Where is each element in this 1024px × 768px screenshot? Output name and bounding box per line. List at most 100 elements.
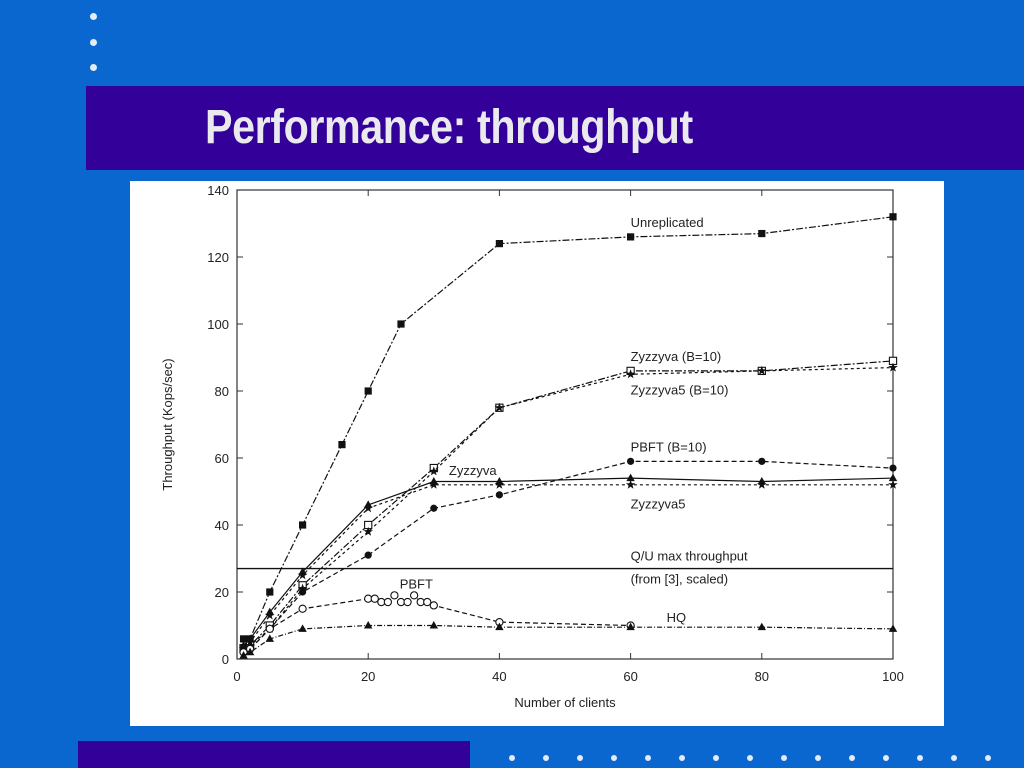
bullet-dot xyxy=(90,39,97,46)
series-line-unreplicated xyxy=(243,216,894,640)
series-line-zyzzyva xyxy=(243,477,894,647)
series-line-zyzzyva5 xyxy=(243,484,893,647)
bullet-dot xyxy=(713,755,719,761)
y-tick-label: 0 xyxy=(222,652,229,667)
plot-frame xyxy=(236,189,894,660)
data-point-pbft xyxy=(298,604,307,613)
bullet-dot xyxy=(90,64,97,71)
data-point-unreplicated xyxy=(266,588,274,596)
data-point-zyzzyva5 xyxy=(238,640,249,650)
data-point-zyzzyva5 xyxy=(625,479,636,489)
bullet-dot xyxy=(951,755,957,761)
data-point-hq xyxy=(239,651,248,659)
data-point-pbft-b-10 xyxy=(889,464,897,472)
bullet-dot xyxy=(577,755,583,761)
data-point-hq xyxy=(265,634,274,642)
data-point-unreplicated xyxy=(239,635,248,643)
data-point-zyzzyva5 xyxy=(888,479,898,489)
series-label-pbft: PBFT xyxy=(400,577,433,592)
series-line-zyzzyva-b-10 xyxy=(243,360,894,650)
data-point-pbft xyxy=(409,591,419,600)
bullet-dot xyxy=(815,755,821,761)
y-tick-label: 80 xyxy=(215,384,229,399)
data-point-pbft-b-10 xyxy=(758,457,766,465)
data-point-zyzzyva5-b-10 xyxy=(625,369,636,379)
data-point-pbft xyxy=(383,597,393,607)
series-label-pbft-b-10: PBFT (B=10) xyxy=(631,439,707,454)
x-tick-label: 40 xyxy=(492,669,506,684)
series-label-zyzzyva5-b-10: Zyzzyva5 (B=10) xyxy=(631,382,729,397)
data-point-unreplicated xyxy=(758,229,766,238)
data-point-unreplicated xyxy=(338,441,346,449)
footer-band xyxy=(78,741,470,768)
y-tick-label: 140 xyxy=(207,183,229,198)
data-point-pbft xyxy=(403,597,412,607)
bullet-dot xyxy=(849,755,855,761)
x-tick-label: 60 xyxy=(623,669,637,684)
data-point-hq xyxy=(298,624,307,632)
series-label-zyzzyva-b-10: Zyzzyva (B=10) xyxy=(631,349,722,364)
series-line-zyzzyva5-b-10 xyxy=(243,367,894,650)
x-axis-label: Number of clients xyxy=(514,695,616,710)
reference-line-label: (from [3], scaled) xyxy=(631,572,729,587)
bullet-dot xyxy=(781,755,787,761)
data-point-unreplicated xyxy=(495,240,503,248)
data-point-zyzzyva5-b-10 xyxy=(297,583,308,593)
y-tick-label: 100 xyxy=(207,317,229,332)
x-tick-label: 0 xyxy=(233,669,240,684)
y-tick-label: 20 xyxy=(215,585,229,600)
data-point-unreplicated xyxy=(364,387,372,395)
data-point-zyzzyva5-b-10 xyxy=(429,466,439,476)
series-label-unreplicated: Unreplicated xyxy=(631,215,704,230)
bullet-dot xyxy=(985,755,991,761)
data-point-pbft xyxy=(423,597,432,607)
data-point-unreplicated xyxy=(627,233,635,241)
data-point-pbft xyxy=(390,591,399,600)
throughput-chart: 0 20 40 60 80 100 0 20 40 60 80 100 120 140 Number of … xyxy=(160,183,904,710)
bullet-dot xyxy=(883,755,889,761)
bullet-dot xyxy=(645,755,651,761)
bullet-dot xyxy=(747,755,753,761)
series-line-pbft-b-10 xyxy=(243,460,894,653)
data-point-hq xyxy=(626,622,635,631)
series-label-zyzzyva: Zyzzyva xyxy=(449,463,497,478)
bullet-dot xyxy=(679,755,685,761)
data-point-hq xyxy=(429,621,438,629)
data-point-zyzzyva5 xyxy=(265,610,275,620)
data-point-pbft-b-10 xyxy=(495,491,503,499)
data-point-zyzzyva5-b-10 xyxy=(494,402,505,412)
data-point-zyzzyva5 xyxy=(494,479,505,489)
data-point-zyzzyva5-b-10 xyxy=(363,526,373,536)
slide-title: Performance: throughput xyxy=(205,101,693,154)
data-point-zyzzyva xyxy=(888,473,898,482)
data-point-unreplicated xyxy=(889,213,897,221)
data-point-pbft-b-10 xyxy=(364,551,372,559)
data-point-zyzzyva5-b-10 xyxy=(757,365,767,375)
data-point-unreplicated xyxy=(299,521,307,529)
data-point-zyzzyva5-b-10 xyxy=(888,362,898,372)
data-point-hq xyxy=(757,622,766,631)
data-point-hq xyxy=(245,647,255,656)
x-tick-label: 20 xyxy=(361,669,375,684)
bullet-dot xyxy=(509,755,515,761)
y-tick-label: 120 xyxy=(207,250,229,265)
bullet-dot xyxy=(611,755,617,761)
series-line-hq xyxy=(243,624,894,657)
data-point-zyzzyva5 xyxy=(757,479,767,489)
data-point-zyzzyva xyxy=(626,473,635,482)
data-point-pbft-b-10 xyxy=(430,504,438,512)
chart-panel: 0 20 40 60 80 100 0 20 40 60 80 100 120 140 Number of … xyxy=(130,181,944,726)
data-point-hq xyxy=(495,622,504,631)
data-point-pbft-b-10 xyxy=(627,457,635,465)
data-point-zyzzyva5 xyxy=(363,503,373,513)
series-label-zyzzyva5: Zyzzyva5 xyxy=(631,496,686,511)
x-tick-label: 80 xyxy=(755,669,769,684)
x-tick-label: 100 xyxy=(882,669,904,684)
y-tick-label: 60 xyxy=(215,451,229,466)
bullet-dot xyxy=(543,755,549,761)
data-point-zyzzyva5 xyxy=(245,637,255,647)
data-point-hq xyxy=(364,621,373,629)
data-point-zyzzyva5 xyxy=(297,570,308,580)
y-tick-label: 40 xyxy=(215,518,229,533)
data-point-unreplicated xyxy=(397,320,405,328)
